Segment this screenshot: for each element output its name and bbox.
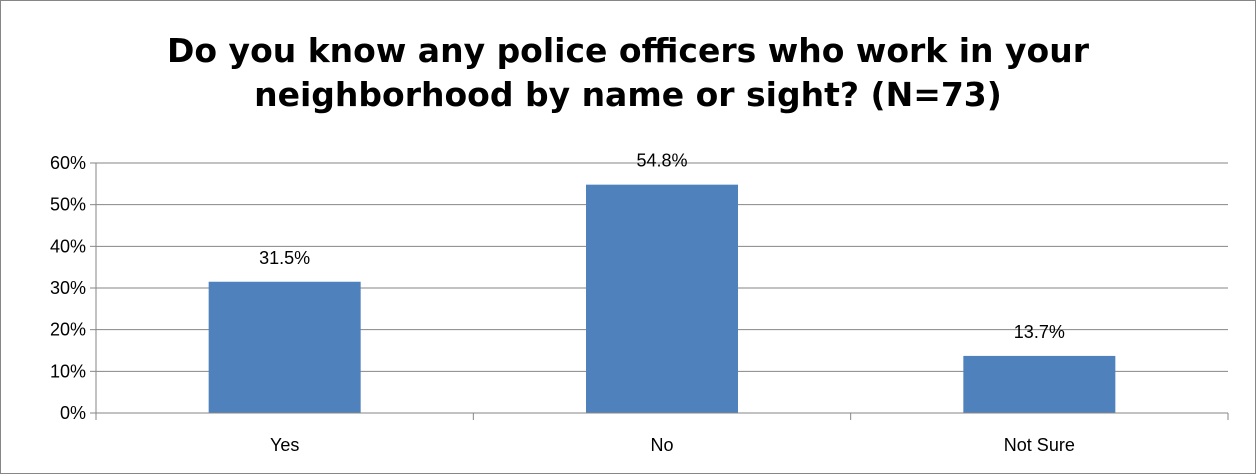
y-tick-label: 20% xyxy=(50,320,86,340)
axes xyxy=(90,162,1229,420)
labels: 0% 10% 20% 30% 40% 50% 60% 31.5% Yes 54.8% No 13.7%… xyxy=(50,151,1075,455)
y-tick-label: 50% xyxy=(50,195,86,215)
bar-not-sure xyxy=(963,355,1116,413)
chart-title-line-2: neighborhood by name or sight? (N=73) xyxy=(254,75,1002,114)
bar-yes xyxy=(208,281,361,413)
y-tick-label: 30% xyxy=(50,278,86,298)
bar-no xyxy=(586,184,738,413)
y-tick-label: 0% xyxy=(60,403,86,423)
data-label: 13.7% xyxy=(1014,322,1065,342)
x-category-label: Not Sure xyxy=(1004,435,1075,455)
x-category-label: Yes xyxy=(270,435,299,455)
y-tick-label: 10% xyxy=(50,361,86,381)
y-tick-label: 60% xyxy=(50,153,86,173)
y-tick-label: 40% xyxy=(50,236,86,256)
bars xyxy=(208,184,1116,413)
chart-title: Do you know any police officers who work… xyxy=(1,29,1255,117)
x-category-label: No xyxy=(650,435,673,455)
chart-title-line-1: Do you know any police officers who work… xyxy=(167,31,1089,70)
data-label: 31.5% xyxy=(259,248,310,268)
data-label: 54.8% xyxy=(636,151,687,171)
